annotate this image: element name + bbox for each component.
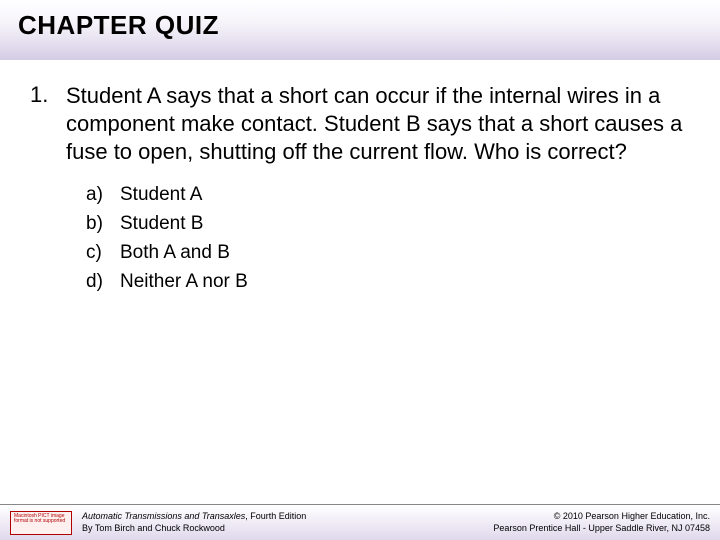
book-authors: By Tom Birch and Chuck Rockwood [82,523,225,533]
option-text: Neither A nor B [120,271,248,293]
option-letter: a) [86,184,120,206]
option-text: Both A and B [120,242,230,264]
option-d: d) Neither A nor B [86,271,690,293]
question-text: Student A says that a short can occur if… [66,82,690,166]
option-b: b) Student B [86,213,690,235]
book-title: Automatic Transmissions and Transaxles [82,511,245,521]
footer-right-text: © 2010 Pearson Higher Education, Inc. Pe… [493,511,710,534]
question-number: 1. [30,82,66,166]
footer-bar: Macintosh PICT image format is not suppo… [0,504,720,540]
options-list: a) Student A b) Student B c) Both A and … [86,184,690,293]
copyright-line: © 2010 Pearson Higher Education, Inc. [554,511,710,521]
pict-badge-icon: Macintosh PICT image format is not suppo… [10,511,72,535]
publisher-line: Pearson Prentice Hall - Upper Saddle Riv… [493,523,710,533]
book-edition: , Fourth Edition [245,511,306,521]
option-text: Student A [120,184,202,206]
option-a: a) Student A [86,184,690,206]
content-area: 1. Student A says that a short can occur… [0,60,720,293]
option-text: Student B [120,213,203,235]
option-c: c) Both A and B [86,242,690,264]
chapter-title: CHAPTER QUIZ [18,10,702,41]
option-letter: c) [86,242,120,264]
question-row: 1. Student A says that a short can occur… [30,82,690,166]
option-letter: b) [86,213,120,235]
option-letter: d) [86,271,120,293]
footer-left-text: Automatic Transmissions and Transaxles, … [82,511,306,534]
header-band: CHAPTER QUIZ [0,0,720,60]
